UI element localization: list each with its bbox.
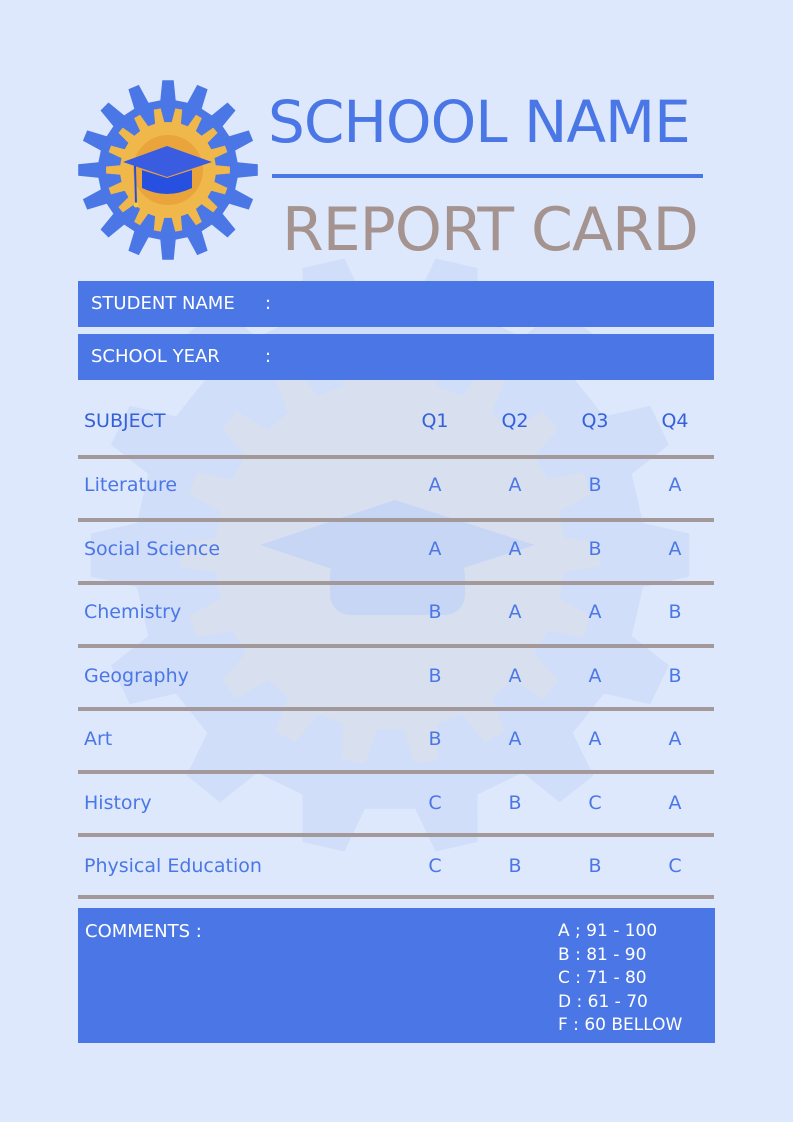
logo-tassel (134, 165, 137, 205)
scale-item: C : 71 - 80 (558, 968, 647, 988)
school-year-label: SCHOOL YEAR (91, 346, 220, 367)
separator: : (265, 293, 272, 314)
grade-q2: B (508, 791, 522, 814)
gear-graduation-cap-icon (78, 80, 258, 260)
subject-name: Chemistry (84, 601, 182, 623)
grade-q1: B (428, 728, 442, 750)
scale-item: B : 81 - 90 (558, 944, 647, 965)
subject-name: Social Science (84, 537, 221, 560)
grade-q2: B (508, 855, 522, 877)
grade-q4: A (668, 474, 682, 496)
column-header-q2: Q2 (501, 410, 529, 432)
grade-q3: C (588, 791, 602, 814)
grade-q2: A (508, 664, 522, 687)
row-divider (78, 455, 714, 459)
grade-q2: A (508, 537, 522, 560)
student-name-label: STUDENT NAME (91, 293, 235, 314)
subject-name: Literature (84, 474, 178, 496)
column-header-subject: SUBJECT (84, 410, 166, 432)
grade-q1: B (428, 601, 442, 623)
logo-cap-base (142, 170, 192, 194)
grade-q3: A (588, 601, 602, 623)
page-title: REPORT CARD (282, 195, 699, 265)
watermark-cap-base (330, 555, 465, 615)
grade-q3: B (588, 855, 602, 877)
scale-item: A ; 91 - 100 (558, 921, 658, 941)
scale-item: D : 61 - 70 (558, 991, 648, 1012)
column-header-q4: Q4 (661, 410, 689, 432)
column-header-q1: Q1 (421, 410, 449, 432)
watermark-cap (260, 500, 535, 590)
grade-q4: A (668, 537, 682, 560)
student-name-field[interactable]: STUDENT NAME : (78, 281, 714, 327)
subject-name: Physical Education (84, 855, 262, 877)
logo-cap-top (123, 146, 212, 177)
grade-q1: C (428, 791, 442, 814)
title-divider (272, 174, 703, 178)
grade-q3: A (588, 664, 602, 687)
grade-q4: A (668, 791, 682, 814)
school-name: SCHOOL NAME (268, 88, 691, 156)
separator: : (265, 346, 272, 367)
subject-name: Art (84, 728, 113, 750)
grade-q1: B (428, 664, 442, 687)
column-header-q3: Q3 (581, 410, 609, 432)
row-divider (78, 707, 714, 711)
grade-q3: A (588, 728, 602, 750)
comments-label: COMMENTS : (85, 921, 202, 942)
grade-q1: A (428, 537, 442, 560)
row-divider (78, 581, 714, 585)
grade-q4: B (668, 601, 682, 623)
subject-name: History (84, 791, 152, 814)
grade-q1: C (428, 855, 442, 877)
subject-name: Geography (84, 664, 189, 687)
grade-q4: B (668, 664, 682, 687)
school-year-field[interactable]: SCHOOL YEAR : (78, 334, 714, 380)
logo-tassel-end (133, 202, 139, 208)
row-divider (78, 895, 714, 899)
scale-item: F : 60 BELLOW (558, 1015, 683, 1035)
grade-q3: B (588, 537, 602, 560)
row-divider (78, 518, 714, 522)
grade-q4: C (668, 855, 682, 877)
row-divider (78, 833, 714, 837)
grade-q2: A (508, 601, 522, 623)
grade-q4: A (668, 728, 682, 750)
grade-q2: A (508, 728, 522, 750)
comments-box[interactable]: COMMENTS : A ; 91 - 100 B : 81 - 90 C : … (78, 908, 715, 1043)
row-divider (78, 644, 714, 648)
grade-q3: B (588, 474, 602, 496)
background-gear-watermark-icon (90, 258, 690, 852)
grade-q1: A (428, 474, 442, 496)
row-divider (78, 770, 714, 774)
grading-scale: A ; 91 - 100 B : 81 - 90 C : 71 - 80 D :… (558, 920, 682, 1038)
grade-q2: A (508, 474, 522, 496)
